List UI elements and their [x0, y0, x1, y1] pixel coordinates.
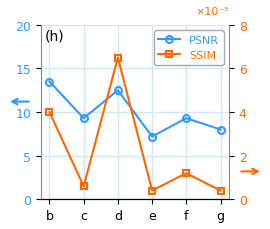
Text: ×10⁻⁵: ×10⁻⁵ [195, 7, 229, 17]
Legend: PSNR, SSIM: PSNR, SSIM [154, 31, 224, 65]
Text: (h): (h) [45, 29, 64, 43]
